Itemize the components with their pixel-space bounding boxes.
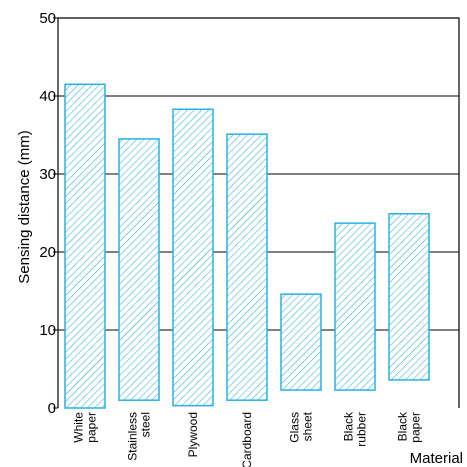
x-category-label-line: Black bbox=[342, 411, 356, 441]
x-category-label: Blackpaper bbox=[396, 411, 423, 443]
plot-frame bbox=[57, 17, 460, 408]
x-category-label: Stainlesssteel bbox=[126, 412, 153, 461]
y-tick-label: 0 bbox=[48, 400, 56, 417]
x-category-label-line: Stainless bbox=[126, 412, 140, 461]
x-category-label: Cardboard bbox=[240, 412, 254, 467]
x-category-label-line: Glass bbox=[288, 412, 302, 443]
bar-3 bbox=[226, 133, 268, 401]
bar-0 bbox=[64, 83, 106, 409]
y-tick-label: 40 bbox=[39, 88, 56, 105]
bar-1 bbox=[118, 138, 160, 401]
axes bbox=[53, 17, 460, 409]
x-category-label: Blackrubber bbox=[342, 411, 369, 447]
x-category-label-line: steel bbox=[139, 412, 153, 437]
x-category-label: Plywood bbox=[186, 412, 200, 457]
bars bbox=[64, 83, 430, 409]
x-category-label-line: paper bbox=[409, 412, 423, 443]
x-category-label-line: paper bbox=[85, 412, 99, 443]
x-category-label-line: sheet bbox=[301, 411, 315, 441]
y-tick-label: 50 bbox=[39, 10, 56, 27]
bar-2 bbox=[172, 108, 214, 407]
y-axis-title: Sensing distance (mm) bbox=[16, 130, 33, 283]
y-tick-label: 30 bbox=[39, 166, 56, 183]
x-category-label-line: rubber bbox=[355, 412, 369, 447]
bar-6 bbox=[388, 213, 430, 381]
x-category-label: Glasssheet bbox=[288, 411, 315, 442]
bar-5 bbox=[334, 222, 376, 391]
y-tick-label: 20 bbox=[39, 244, 56, 261]
x-category-label-line: Black bbox=[396, 411, 410, 441]
x-category-label: Whitepaper bbox=[72, 412, 99, 443]
x-category-label-line: White bbox=[72, 412, 86, 443]
x-category-label-line: Plywood bbox=[186, 412, 200, 457]
y-tick-label: 10 bbox=[39, 322, 56, 339]
bar-4 bbox=[280, 293, 322, 391]
x-axis-title: Material bbox=[410, 450, 463, 467]
x-category-label-line: Cardboard bbox=[240, 412, 254, 467]
